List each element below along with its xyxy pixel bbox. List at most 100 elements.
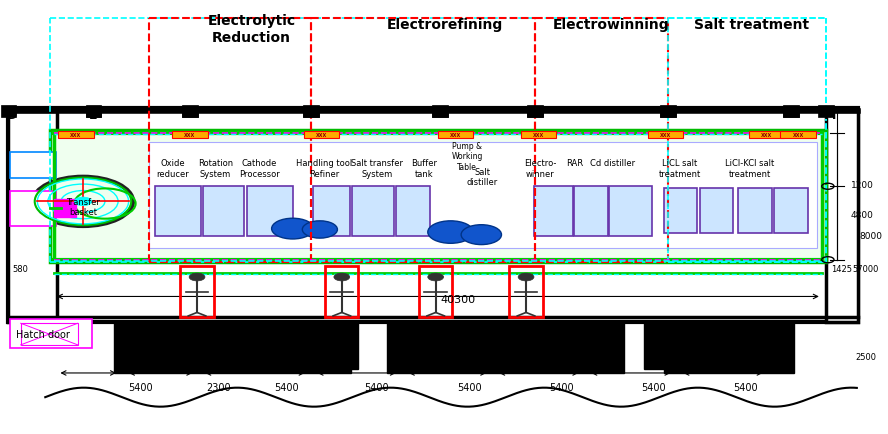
Text: XXX: XXX bbox=[316, 133, 328, 138]
Bar bbox=[575, 187, 607, 237]
Bar bbox=[739, 188, 772, 233]
Bar bbox=[10, 191, 56, 227]
Circle shape bbox=[75, 197, 91, 206]
Bar bbox=[149, 142, 817, 248]
Text: Hatch door: Hatch door bbox=[16, 329, 69, 339]
Bar bbox=[419, 266, 452, 317]
Bar bbox=[826, 112, 858, 322]
Text: XXX: XXX bbox=[533, 133, 544, 138]
Text: 5400: 5400 bbox=[733, 382, 757, 392]
Text: 5400: 5400 bbox=[549, 382, 574, 392]
Text: 2300: 2300 bbox=[207, 382, 231, 392]
Text: Electrorefining: Electrorefining bbox=[386, 18, 503, 32]
Bar bbox=[320, 322, 359, 369]
Bar bbox=[182, 106, 198, 118]
Bar bbox=[527, 111, 543, 118]
Text: 1425: 1425 bbox=[831, 264, 852, 273]
Bar bbox=[304, 132, 339, 139]
Bar bbox=[313, 187, 350, 237]
Text: XXX: XXX bbox=[450, 133, 462, 138]
Bar bbox=[781, 132, 815, 139]
Bar bbox=[439, 132, 473, 139]
Circle shape bbox=[302, 221, 337, 239]
Bar bbox=[10, 319, 91, 349]
Bar bbox=[247, 187, 293, 237]
Bar bbox=[182, 111, 198, 118]
Text: Salt
distiller: Salt distiller bbox=[466, 168, 498, 187]
Circle shape bbox=[189, 273, 205, 281]
Bar bbox=[10, 152, 56, 178]
Bar bbox=[661, 111, 676, 118]
Bar bbox=[59, 132, 93, 139]
Text: Handling tool
Refiner: Handling tool Refiner bbox=[296, 159, 353, 178]
Bar bbox=[50, 131, 826, 262]
Text: 40300: 40300 bbox=[440, 294, 475, 304]
Text: Salt transfer
System: Salt transfer System bbox=[351, 159, 403, 178]
Text: RAR: RAR bbox=[567, 159, 583, 168]
Bar bbox=[396, 187, 430, 237]
Bar bbox=[8, 112, 57, 322]
Text: XXX: XXX bbox=[70, 133, 82, 138]
Text: 5400: 5400 bbox=[274, 382, 299, 392]
Text: Pump &
Working
Table: Pump & Working Table bbox=[452, 141, 483, 171]
Text: XXX: XXX bbox=[660, 133, 671, 138]
Text: XXX: XXX bbox=[792, 133, 804, 138]
Circle shape bbox=[334, 273, 350, 281]
Bar bbox=[741, 322, 780, 369]
Bar bbox=[527, 106, 543, 118]
Text: 1200: 1200 bbox=[851, 180, 874, 189]
Bar bbox=[387, 322, 624, 373]
Bar bbox=[783, 106, 799, 118]
Bar bbox=[661, 106, 676, 118]
Bar bbox=[774, 188, 808, 233]
Bar bbox=[180, 266, 214, 317]
Text: XXX: XXX bbox=[185, 133, 195, 138]
Bar bbox=[432, 111, 448, 118]
Circle shape bbox=[519, 273, 534, 281]
Bar bbox=[510, 266, 543, 317]
Bar bbox=[203, 187, 244, 237]
Bar bbox=[534, 187, 573, 237]
Bar bbox=[114, 322, 351, 373]
Bar bbox=[155, 187, 201, 237]
Text: 57000: 57000 bbox=[852, 264, 879, 273]
Bar bbox=[609, 187, 652, 237]
Text: Salt treatment: Salt treatment bbox=[694, 18, 809, 32]
Bar bbox=[700, 188, 733, 233]
Text: LiCl-KCl salt
treatment: LiCl-KCl salt treatment bbox=[725, 159, 774, 178]
Bar bbox=[85, 106, 101, 118]
Text: XXX: XXX bbox=[761, 133, 772, 138]
Bar bbox=[303, 106, 319, 118]
Bar bbox=[325, 266, 359, 317]
Text: 580: 580 bbox=[12, 264, 28, 273]
Text: Electrowinning: Electrowinning bbox=[553, 18, 670, 32]
Text: Transfer
basket: Transfer basket bbox=[66, 197, 100, 217]
Text: Electrolytic
Reduction: Electrolytic Reduction bbox=[208, 14, 296, 44]
Bar bbox=[451, 322, 490, 369]
Text: Oxide
reducer: Oxide reducer bbox=[156, 159, 189, 178]
Bar bbox=[172, 132, 208, 139]
Bar bbox=[783, 111, 799, 118]
Text: M: M bbox=[824, 109, 836, 122]
Bar bbox=[303, 111, 319, 118]
Bar bbox=[85, 111, 101, 118]
Text: Rotation
System: Rotation System bbox=[198, 159, 233, 178]
Text: 5400: 5400 bbox=[641, 382, 666, 392]
Bar bbox=[749, 132, 784, 139]
Bar bbox=[664, 188, 697, 233]
Text: Buffer
tank: Buffer tank bbox=[411, 159, 437, 178]
Text: Cathode
Processor: Cathode Processor bbox=[239, 159, 280, 178]
Text: Electro-
winner: Electro- winner bbox=[524, 159, 556, 178]
Circle shape bbox=[428, 221, 473, 244]
Bar bbox=[54, 200, 76, 217]
Text: Cd distiller: Cd distiller bbox=[591, 159, 636, 168]
Bar bbox=[1, 106, 16, 118]
Bar bbox=[8, 109, 858, 322]
Bar bbox=[520, 132, 556, 139]
Text: 8000: 8000 bbox=[860, 232, 883, 241]
Text: 4800: 4800 bbox=[851, 210, 874, 219]
Text: 5400: 5400 bbox=[128, 382, 153, 392]
Bar bbox=[664, 322, 794, 373]
Text: D: D bbox=[7, 109, 17, 122]
Bar bbox=[645, 322, 683, 369]
